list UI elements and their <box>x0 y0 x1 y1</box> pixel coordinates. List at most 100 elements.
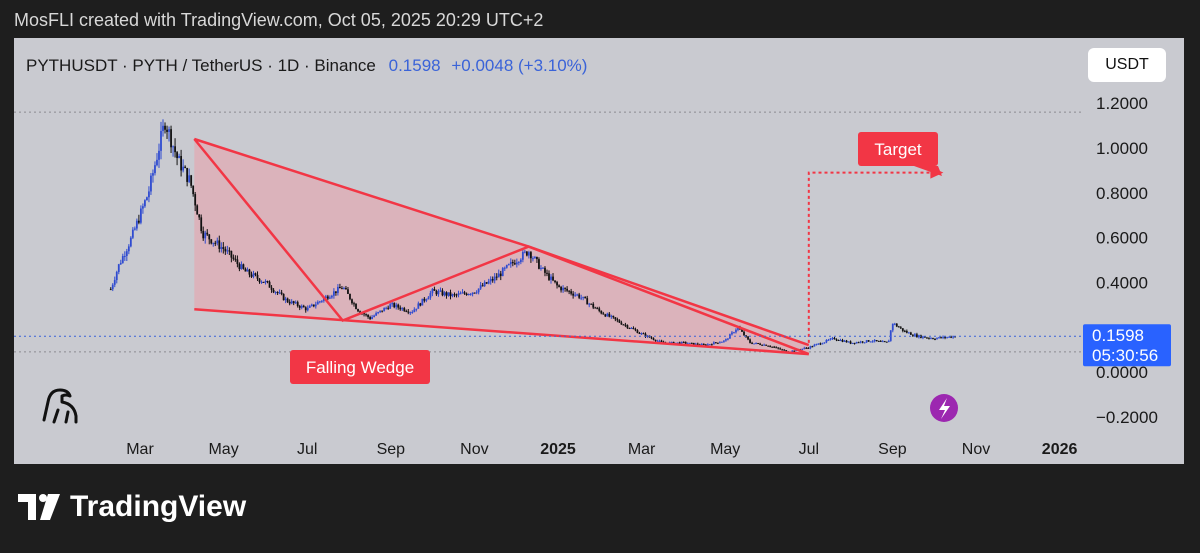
candle-body <box>706 344 709 346</box>
candle-body <box>682 341 685 343</box>
candle-body <box>827 339 830 341</box>
candle-body <box>244 268 247 272</box>
chart-panel[interactable]: Falling Wedge Target 1.2000 1.0000 0.8000 0.6… <box>14 38 1184 464</box>
candle-body <box>125 251 128 257</box>
candle-body <box>172 146 174 148</box>
candle-body <box>731 332 733 335</box>
candle-body <box>343 287 345 289</box>
candle-body <box>481 285 484 287</box>
candle-body <box>304 307 307 311</box>
candle-body <box>656 340 659 342</box>
candle-body <box>206 232 209 235</box>
candle-body <box>523 251 526 253</box>
candle-body <box>785 350 788 353</box>
candle-body <box>278 292 281 294</box>
candle-body <box>266 281 269 283</box>
candle-body <box>809 346 812 349</box>
candle-body <box>401 308 404 310</box>
candle-body <box>556 282 558 286</box>
candle-body <box>421 298 424 306</box>
target-dotted-line <box>807 171 939 343</box>
candle-body <box>530 252 532 259</box>
candle-body <box>550 276 552 280</box>
candle-body <box>499 273 502 277</box>
candle-body <box>895 323 898 327</box>
candle-body <box>190 175 193 186</box>
candle-body <box>907 332 910 334</box>
candle-body <box>781 349 784 351</box>
candle-body <box>188 175 191 182</box>
candle-body <box>226 250 229 252</box>
candle-body <box>417 303 420 309</box>
candle-body <box>359 311 361 313</box>
candle-body <box>286 298 289 303</box>
candle-body <box>686 343 689 345</box>
candle-body <box>684 342 687 344</box>
tradingview-logo-icon <box>18 494 60 520</box>
candle-body <box>385 307 388 309</box>
candle-body <box>316 301 319 305</box>
candle-body <box>449 292 452 297</box>
candle-body <box>254 273 257 275</box>
candle-body <box>445 292 448 296</box>
candle-body <box>521 251 524 260</box>
candle-body <box>337 286 339 293</box>
candle-body <box>131 229 134 238</box>
candle-body <box>624 324 627 326</box>
candle-body <box>202 230 205 239</box>
candle-body <box>849 341 852 344</box>
symbol-title: PYTHUSDT · PYTH / TetherUS · 1D · Binanc… <box>26 56 376 75</box>
candle-body <box>616 319 619 321</box>
x-tick-label: 2025 <box>540 441 576 458</box>
candle-body <box>747 336 749 340</box>
x-tick-label: Mar <box>126 441 154 458</box>
candle-body <box>256 274 259 279</box>
candle-body <box>893 323 896 325</box>
candle-body <box>916 334 918 338</box>
candle-body <box>660 340 663 342</box>
candle-body <box>859 341 862 343</box>
candle-body <box>596 308 599 310</box>
candle-body <box>574 294 577 296</box>
candle-body <box>871 341 874 343</box>
candle-body <box>936 338 938 340</box>
candle-body <box>176 152 178 159</box>
lightning-icon <box>939 398 950 419</box>
candle-body <box>926 337 928 339</box>
candle-body <box>700 344 703 346</box>
candle-body <box>534 256 536 259</box>
candle-body <box>248 269 251 275</box>
candle-body <box>182 166 185 171</box>
price-chart[interactable]: Falling Wedge Target 1.2000 1.0000 0.8000 0.6… <box>14 38 1184 464</box>
candle-body <box>940 337 942 339</box>
candle-body <box>928 337 930 339</box>
y-tick-label: −0.2000 <box>1096 408 1158 427</box>
candle-body <box>867 340 870 342</box>
x-tick-label: Sep <box>878 441 907 458</box>
candle-body <box>391 303 394 305</box>
candle-body <box>322 298 325 301</box>
candle-body <box>332 291 335 296</box>
candle-body <box>397 304 400 308</box>
candle-body <box>407 311 410 313</box>
candle-body <box>642 333 645 335</box>
x-tick-label: May <box>208 441 238 458</box>
candle-body <box>296 302 299 306</box>
candle-body <box>326 296 329 299</box>
candle-body <box>803 347 806 349</box>
candle-body <box>578 294 581 298</box>
candle-body <box>152 173 154 176</box>
candle-body <box>833 337 836 340</box>
candle-body <box>751 342 753 344</box>
candle-body <box>144 200 146 207</box>
candle-body <box>513 263 516 265</box>
candle-body <box>546 272 548 274</box>
candle-body <box>944 336 946 338</box>
candle-body <box>369 317 371 320</box>
candle-body <box>111 284 114 290</box>
candle-body <box>345 287 347 290</box>
candle-body <box>909 332 912 335</box>
candle-body <box>485 282 488 284</box>
currency-button[interactable]: USDT <box>1088 48 1166 82</box>
candle-body <box>477 288 480 293</box>
